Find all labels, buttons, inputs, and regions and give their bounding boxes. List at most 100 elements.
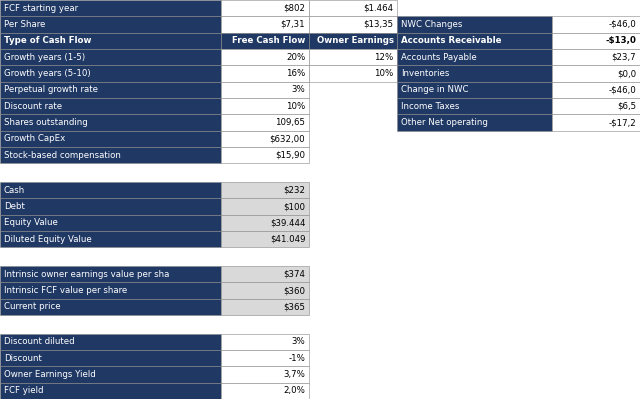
Bar — [221, 82, 309, 98]
Text: $0,0: $0,0 — [617, 69, 636, 78]
Bar — [221, 350, 309, 366]
Text: -$17,2: -$17,2 — [609, 118, 636, 127]
Bar — [397, 65, 552, 82]
Text: $374: $374 — [284, 270, 305, 279]
Bar — [0, 65, 221, 82]
Text: 10%: 10% — [374, 69, 394, 78]
Bar — [552, 33, 640, 49]
Bar — [397, 33, 552, 49]
Bar — [0, 82, 221, 98]
Bar — [0, 366, 221, 383]
Text: $802: $802 — [284, 4, 305, 13]
Text: Current price: Current price — [4, 302, 60, 311]
Text: Shares outstanding: Shares outstanding — [4, 118, 88, 127]
Bar — [309, 0, 397, 16]
Bar — [221, 282, 309, 299]
Text: 3%: 3% — [292, 85, 305, 94]
Bar — [0, 130, 221, 147]
Bar — [0, 266, 221, 282]
Bar — [0, 215, 221, 231]
Bar — [221, 147, 309, 163]
Text: Type of Cash Flow: Type of Cash Flow — [4, 36, 92, 45]
Text: $365: $365 — [284, 302, 305, 311]
Text: Free Cash Flow: Free Cash Flow — [232, 36, 305, 45]
Text: -1%: -1% — [289, 354, 305, 363]
Bar — [221, 98, 309, 115]
Bar — [221, 334, 309, 350]
Bar — [552, 115, 640, 130]
Text: 3,7%: 3,7% — [284, 370, 305, 379]
Text: Accounts Receivable: Accounts Receivable — [401, 36, 502, 45]
Bar — [397, 49, 552, 65]
Bar — [0, 334, 221, 350]
Text: $632,00: $632,00 — [269, 134, 305, 143]
Text: Discount: Discount — [4, 354, 42, 363]
Bar — [0, 98, 221, 115]
Bar — [0, 0, 221, 16]
Bar — [221, 198, 309, 215]
Text: 2,0%: 2,0% — [284, 386, 305, 395]
Bar — [309, 16, 397, 33]
Text: FCF yield: FCF yield — [4, 386, 44, 395]
Text: $232: $232 — [284, 186, 305, 195]
Text: 12%: 12% — [374, 53, 394, 62]
Text: $41.049: $41.049 — [270, 235, 305, 244]
Bar — [221, 130, 309, 147]
Text: Growth years (1-5): Growth years (1-5) — [4, 53, 85, 62]
Text: Cash: Cash — [4, 186, 25, 195]
Text: 109,65: 109,65 — [275, 118, 305, 127]
Text: Stock-based compensation: Stock-based compensation — [4, 151, 121, 160]
Bar — [221, 49, 309, 65]
Text: $360: $360 — [284, 286, 305, 295]
Bar — [221, 383, 309, 399]
Bar — [397, 115, 552, 130]
Text: NWC Changes: NWC Changes — [401, 20, 463, 29]
Text: Intrinsic FCF value per share: Intrinsic FCF value per share — [4, 286, 127, 295]
Bar — [221, 366, 309, 383]
Text: $23,7: $23,7 — [612, 53, 636, 62]
Bar — [0, 49, 221, 65]
Bar — [221, 0, 309, 16]
Bar — [0, 33, 221, 49]
Bar — [552, 98, 640, 115]
Text: -$13,0: -$13,0 — [605, 36, 636, 45]
Text: Other Net operating: Other Net operating — [401, 118, 488, 127]
Text: -$46,0: -$46,0 — [609, 85, 636, 94]
Text: 20%: 20% — [286, 53, 305, 62]
Bar — [309, 65, 397, 82]
Text: -$46,0: -$46,0 — [609, 20, 636, 29]
Text: Per Share: Per Share — [4, 20, 45, 29]
Text: Diluted Equity Value: Diluted Equity Value — [4, 235, 92, 244]
Bar — [0, 182, 221, 198]
Bar — [0, 350, 221, 366]
Bar — [221, 65, 309, 82]
Text: $13,35: $13,35 — [364, 20, 394, 29]
Text: $100: $100 — [284, 202, 305, 211]
Bar — [552, 49, 640, 65]
Text: Change in NWC: Change in NWC — [401, 85, 468, 94]
Text: $15,90: $15,90 — [275, 151, 305, 160]
Text: $39.444: $39.444 — [270, 218, 305, 227]
Text: Debt: Debt — [4, 202, 25, 211]
Bar — [0, 147, 221, 163]
Bar — [309, 49, 397, 65]
Text: Income Taxes: Income Taxes — [401, 102, 460, 111]
Bar — [0, 231, 221, 247]
Text: $6,5: $6,5 — [617, 102, 636, 111]
Text: FCF starting year: FCF starting year — [4, 4, 78, 13]
Bar — [221, 16, 309, 33]
Text: Accounts Payable: Accounts Payable — [401, 53, 477, 62]
Text: 10%: 10% — [286, 102, 305, 111]
Bar — [221, 231, 309, 247]
Bar — [221, 299, 309, 315]
Bar — [552, 82, 640, 98]
Bar — [221, 115, 309, 130]
Bar — [397, 82, 552, 98]
Text: 3%: 3% — [292, 337, 305, 346]
Text: Intrinsic owner earnings value per sha: Intrinsic owner earnings value per sha — [4, 270, 169, 279]
Bar — [0, 282, 221, 299]
Text: Growth CapEx: Growth CapEx — [4, 134, 65, 143]
Bar — [221, 215, 309, 231]
Text: Discount rate: Discount rate — [4, 102, 62, 111]
Bar — [221, 33, 309, 49]
